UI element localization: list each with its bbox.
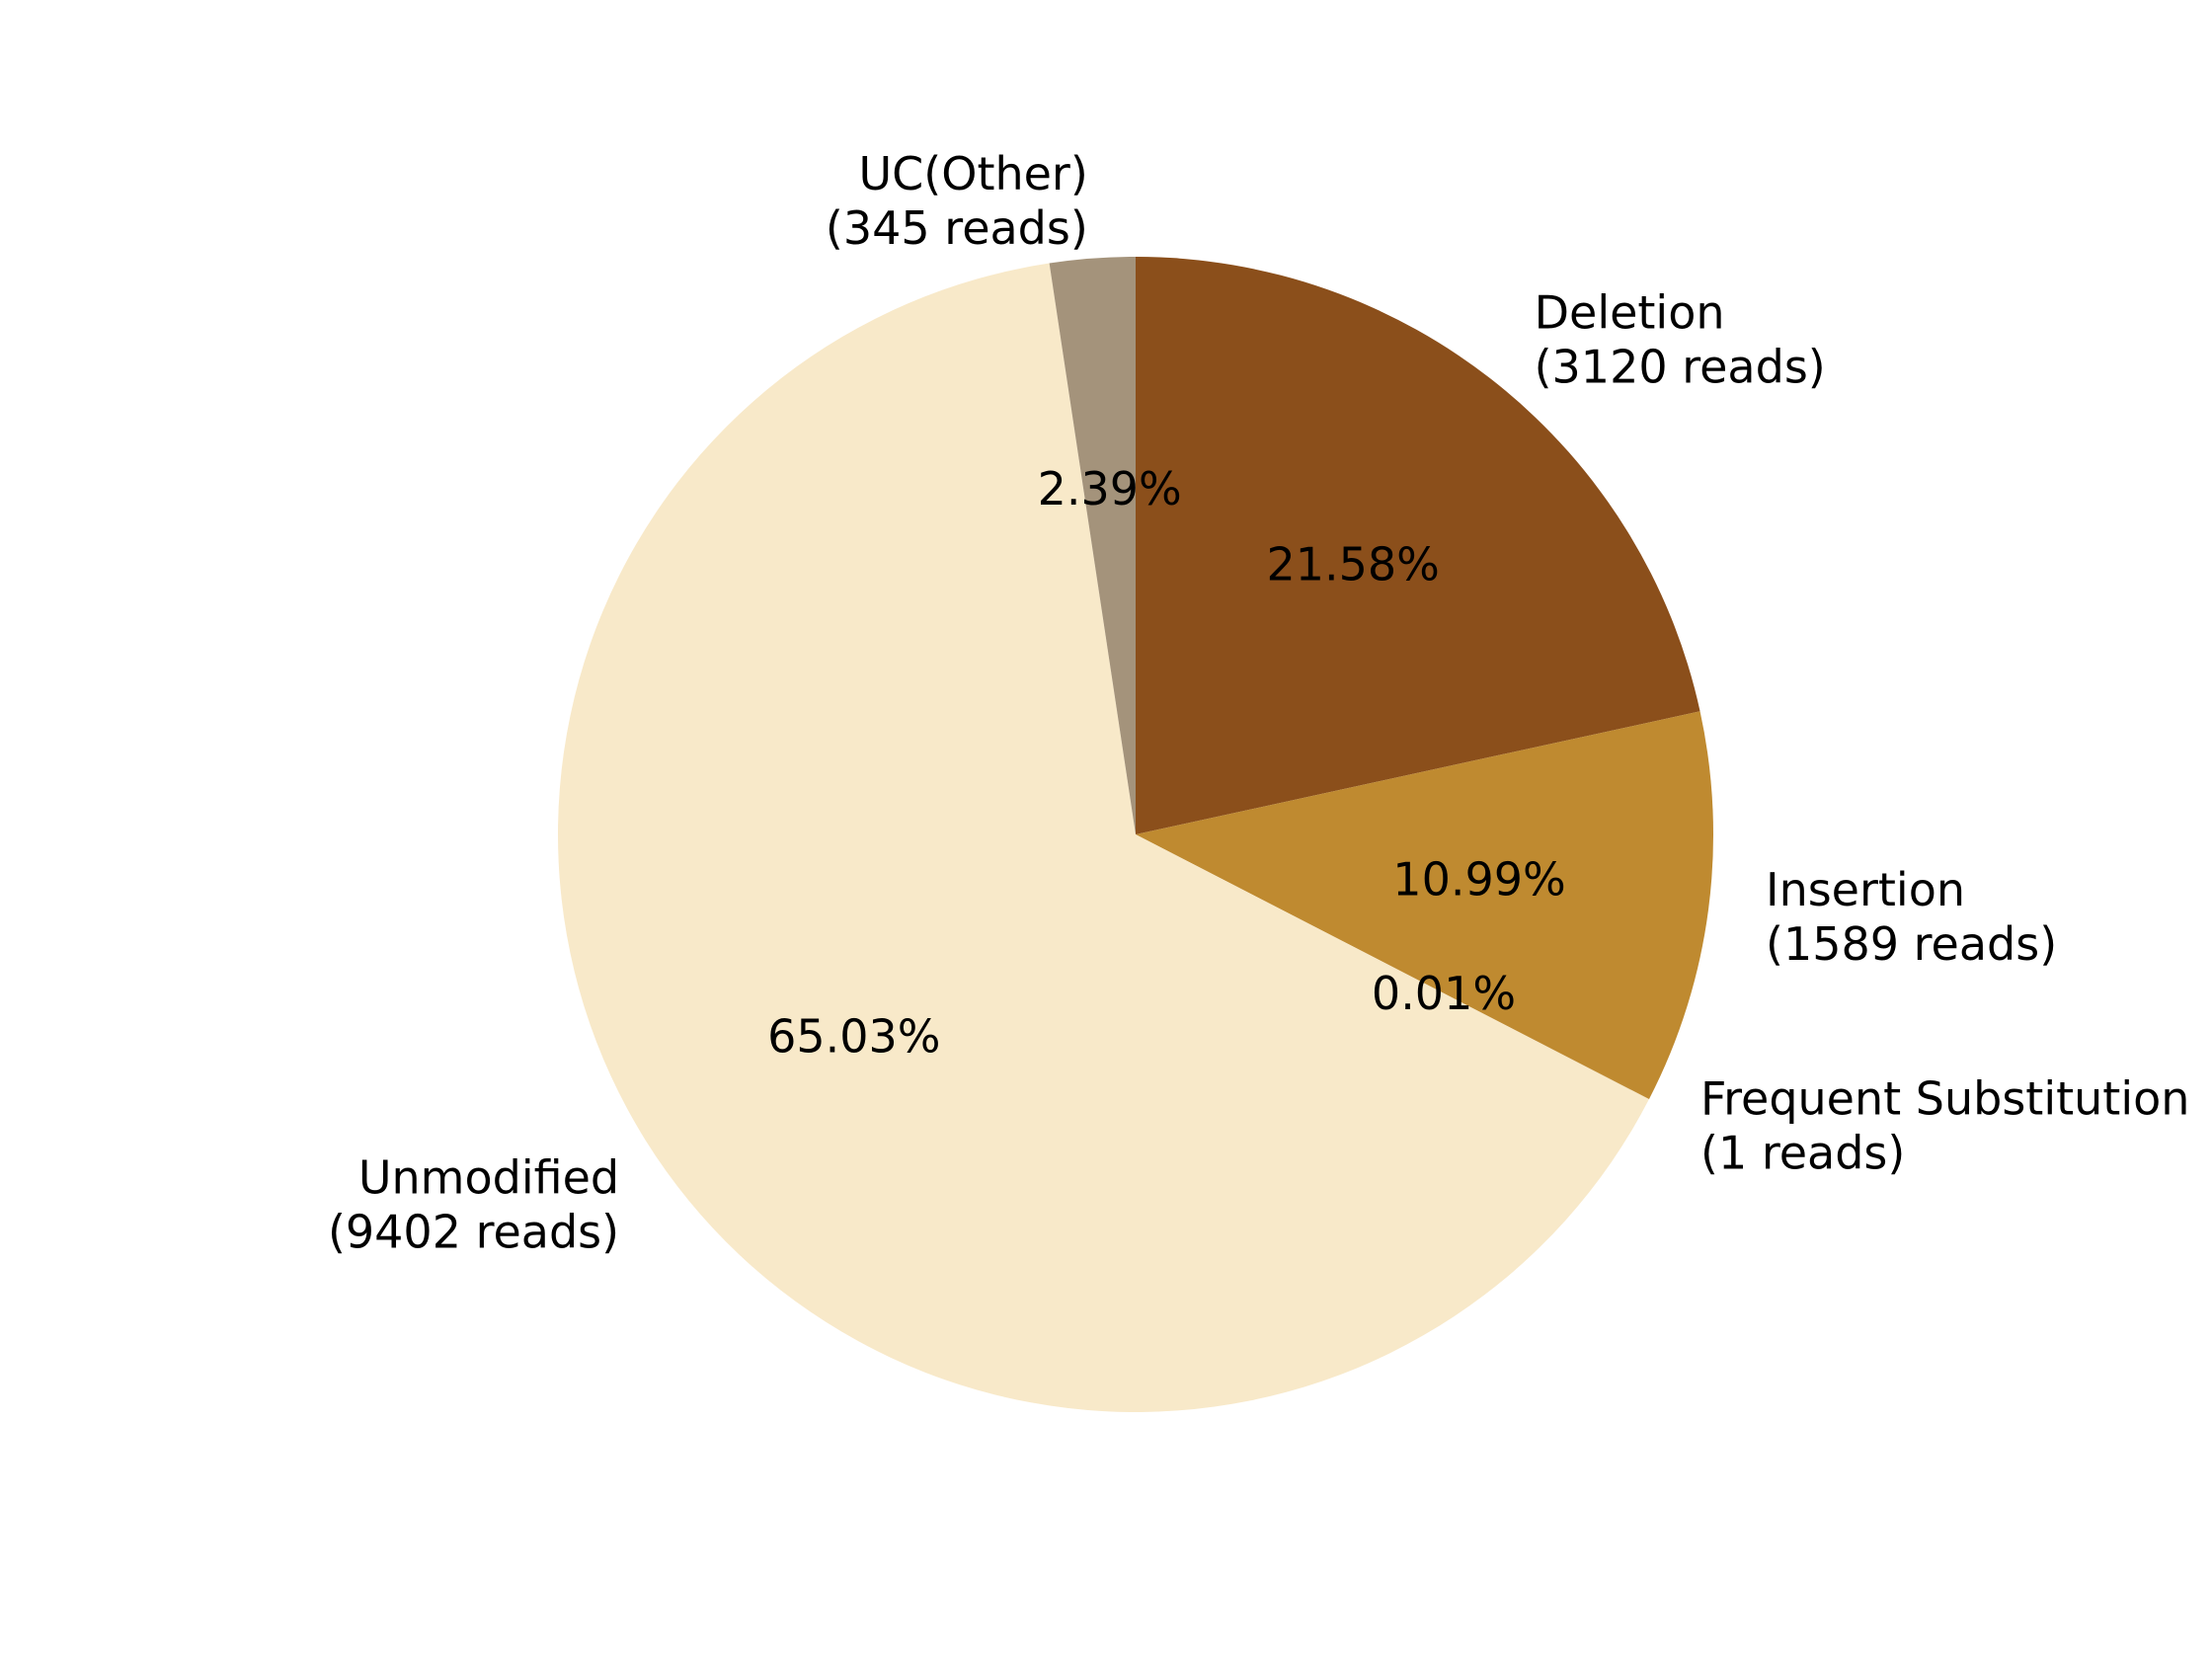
slice-label: Insertion (1589 reads)	[1766, 863, 2057, 971]
pie-slice-uc-other	[1049, 257, 1136, 834]
slice-percent-label: 21.58%	[1266, 538, 1439, 592]
slice-percent-label: 65.03%	[767, 1010, 940, 1064]
pie-labels: Deletion (3120 reads) 21.58% Insertion (1589…	[328, 147, 2189, 1259]
slice-label: Frequent Substitution (1 reads)	[1700, 1071, 2189, 1179]
pie-slice-insertion	[1136, 711, 1714, 1099]
slice-label: Deletion (3120 reads)	[1535, 285, 1826, 393]
pie-slice-unmodified	[558, 263, 1649, 1412]
slice-percent-label: 10.99%	[1392, 853, 1565, 907]
pie-slices	[558, 257, 1714, 1412]
pie-slice-frequent-substitution	[1136, 834, 1650, 1100]
pie-slice-deletion	[1136, 257, 1700, 834]
slice-percent-label: 0.01%	[1372, 967, 1516, 1020]
slice-percent-label: 2.39%	[1038, 462, 1182, 515]
slice-label: Unmodified (9402 reads)	[328, 1151, 619, 1259]
slice-label: UC(Other) (345 reads)	[826, 147, 1088, 255]
